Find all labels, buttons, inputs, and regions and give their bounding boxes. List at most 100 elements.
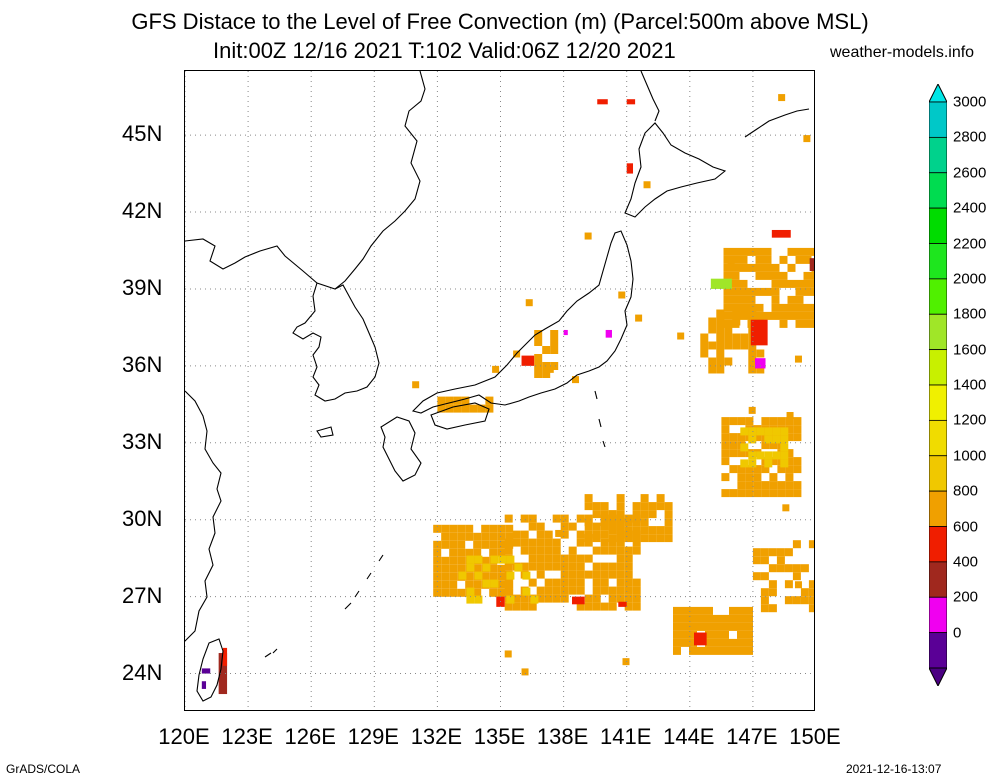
- lfc-cell: [776, 564, 785, 573]
- lfc-cell: [787, 311, 796, 320]
- lfc-cell: [474, 571, 483, 580]
- lfc-cell: [506, 595, 515, 604]
- lfc-cell: [779, 271, 788, 280]
- lfc-cell: [616, 526, 625, 535]
- lfc-cell: [731, 295, 740, 304]
- lfc-cell: [433, 548, 442, 557]
- lfc-cell: [542, 346, 551, 354]
- lfc-cell: [552, 538, 561, 547]
- lfc-cell: [552, 514, 561, 523]
- lfc-cell: [795, 303, 804, 312]
- lat-label: 33N: [122, 428, 163, 454]
- lfc-cell: [705, 622, 713, 631]
- lfc-cell: [752, 556, 761, 565]
- lfc-cell: [729, 606, 737, 615]
- lfc-cell: [764, 435, 773, 444]
- lfc-cell: [776, 548, 785, 557]
- lfc-cell: [716, 333, 725, 342]
- lfc-cell: [600, 546, 609, 555]
- lfc-cell: [731, 263, 740, 272]
- lfc-cell: [745, 638, 753, 647]
- lfc-accent-cell: [218, 653, 228, 695]
- lfc-cell: [457, 564, 466, 573]
- lfc-cell: [530, 595, 539, 604]
- lfc-cell: [560, 586, 569, 595]
- lfc-cell: [777, 465, 786, 474]
- lfc-cell: [740, 333, 749, 342]
- lfc-cell: [723, 247, 732, 256]
- lfc-accent-cell: [605, 329, 612, 338]
- lfc-cell: [552, 554, 561, 563]
- lfc-cell: [498, 555, 507, 564]
- lfc-cell: [457, 548, 466, 557]
- colorbar-label: 2800: [953, 128, 987, 146]
- lfc-cell: [576, 578, 585, 587]
- lfc-cell: [616, 578, 625, 587]
- lfc-cell: [705, 646, 713, 655]
- lfc-cell: [592, 522, 601, 531]
- lfc-cell: [724, 341, 733, 350]
- lfc-isolated-cell: [748, 406, 756, 414]
- lfc-cell: [745, 473, 754, 482]
- lfc-cell: [756, 349, 765, 358]
- site-credit: weather-models.info: [830, 44, 975, 61]
- lfc-cell: [433, 564, 442, 573]
- lfc-cell: [779, 319, 788, 328]
- lfc-cell: [640, 518, 649, 527]
- lfc-cell: [793, 417, 802, 426]
- lfc-cell: [748, 459, 757, 468]
- lfc-cell: [713, 638, 721, 647]
- lfc-cell: [763, 271, 772, 280]
- lfc-cell: [784, 596, 793, 605]
- lfc-cell: [739, 255, 748, 264]
- lfc-accent-cell: [750, 319, 768, 346]
- lfc-cell: [737, 630, 745, 639]
- lfc-cell: [785, 465, 794, 474]
- lfc-cell: [648, 526, 657, 535]
- lfc-cell: [777, 481, 786, 490]
- lfc-cell: [648, 510, 657, 519]
- lfc-cell: [632, 510, 641, 519]
- lfc-cell: [616, 586, 625, 595]
- lfc-cell: [528, 578, 537, 587]
- lfc-cell: [441, 580, 450, 589]
- colorbar-label: 2200: [953, 235, 987, 252]
- lfc-cell: [792, 540, 801, 549]
- lfc-cell: [600, 586, 609, 595]
- lfc-cell: [755, 247, 764, 256]
- lon-label: 120E: [158, 724, 210, 749]
- colorbar-segment: [929, 419, 947, 457]
- lfc-cell: [737, 638, 745, 647]
- lfc-cell: [473, 588, 482, 597]
- lfc-accent-cell: [710, 278, 732, 289]
- lfc-cell: [697, 646, 705, 655]
- lfc-cell: [737, 614, 745, 623]
- coastline-layer: [185, 71, 810, 702]
- lfc-isolated-cell: [572, 376, 580, 384]
- lfc-cell: [745, 606, 753, 615]
- coastline-shikoku: [430, 402, 490, 430]
- colorbar-segment: [929, 490, 947, 527]
- lfc-accent-cell: [201, 681, 207, 689]
- lfc-cell: [505, 532, 514, 541]
- lfc-cell: [681, 630, 689, 639]
- lfc-cell: [544, 554, 553, 563]
- lfc-cell: [764, 427, 773, 436]
- lfc-cell: [729, 646, 737, 655]
- lfc-cell: [808, 596, 814, 605]
- coastline-korea: [292, 282, 380, 402]
- lfc-cell: [761, 465, 770, 474]
- lfc-cell: [624, 586, 633, 595]
- lfc-cell: [469, 404, 478, 413]
- lon-label: 147E: [726, 724, 778, 749]
- lfc-cell: [656, 502, 665, 511]
- lfc-cell: [787, 303, 796, 312]
- lfc-cell: [716, 325, 725, 334]
- colorbar-segment: [929, 526, 947, 563]
- lfc-cell: [584, 538, 593, 547]
- lfc-cell: [592, 578, 601, 587]
- lfc-cell: [624, 554, 633, 563]
- lfc-cell: [608, 594, 617, 603]
- lfc-cell: [705, 614, 713, 623]
- colorbar-segment: [929, 172, 947, 209]
